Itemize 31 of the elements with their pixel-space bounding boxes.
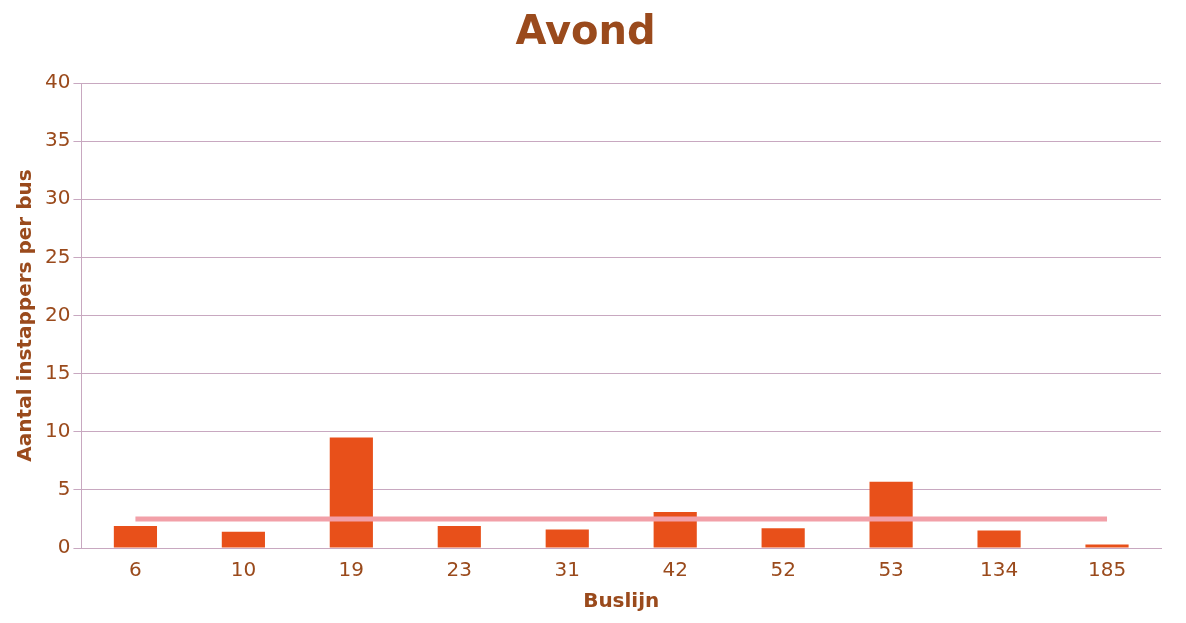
bar (113, 525, 158, 548)
bar (545, 529, 589, 548)
x-axis-title: Buslijn (583, 588, 660, 613)
x-tick-label: 23 (446, 557, 473, 582)
y-tick-label: 10 (45, 417, 71, 442)
x-tick-label: 6 (129, 557, 142, 582)
y-tick-label: 0 (57, 534, 71, 559)
bar (977, 530, 1021, 548)
y-tick-label: 15 (45, 359, 71, 384)
x-tick-label: 185 (1087, 557, 1127, 582)
bar (221, 531, 265, 548)
x-tick-label: 134 (979, 557, 1019, 582)
y-tick-label: 30 (45, 185, 71, 210)
x-tick-label: 52 (770, 557, 796, 582)
x-tick-label: 19 (338, 557, 365, 582)
bar (1085, 544, 1129, 548)
y-tick-label: 20 (45, 301, 71, 326)
y-tick-label: 5 (57, 476, 71, 501)
y-tick-label: 25 (45, 243, 71, 268)
x-tick-label: 31 (554, 557, 580, 582)
bar (437, 525, 481, 548)
y-tick-label: 40 (45, 69, 71, 94)
chart-title: Avond (515, 7, 656, 54)
bar (329, 437, 373, 548)
y-axis-title: Aantal instappers per bus (12, 169, 37, 462)
x-tick-label: 53 (878, 557, 904, 582)
x-tick-label: 10 (230, 557, 257, 582)
y-tick-label: 35 (45, 127, 71, 152)
bar (869, 481, 913, 548)
x-tick-label: 42 (662, 557, 688, 582)
bar (761, 528, 805, 548)
